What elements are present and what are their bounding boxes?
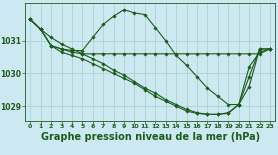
X-axis label: Graphe pression niveau de la mer (hPa): Graphe pression niveau de la mer (hPa) bbox=[41, 132, 260, 142]
